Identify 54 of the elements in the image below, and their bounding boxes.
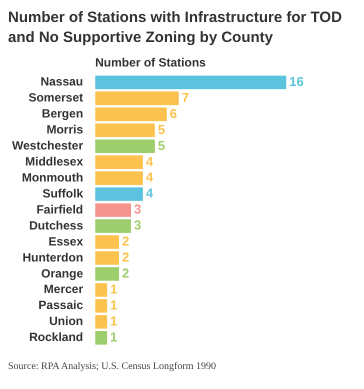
y-tick-label: Fairfield (36, 202, 84, 216)
data-label: 1 (110, 313, 118, 328)
data-label: 4 (146, 170, 154, 185)
bar (95, 203, 131, 217)
bar (95, 235, 120, 249)
y-tick-label: Mercer (44, 282, 84, 296)
data-label: 7 (182, 90, 189, 105)
chart-title: Number of Stations with Infrastructure for TOD and No Supportive Zoning by County (8, 8, 343, 48)
y-tick-label: Union (49, 314, 84, 328)
bar (95, 171, 143, 185)
bar (95, 108, 167, 122)
bar (95, 92, 179, 106)
bar (95, 251, 120, 265)
data-label: 6 (170, 106, 178, 121)
y-tick-label: Nassau (40, 74, 84, 89)
data-label: 2 (122, 266, 130, 281)
data-label: 1 (110, 329, 118, 344)
bar (95, 299, 108, 313)
data-label: 1 (110, 297, 118, 312)
bar (95, 123, 155, 138)
y-tick-label: Bergen (42, 106, 84, 121)
bar (95, 187, 143, 201)
data-label: 2 (122, 250, 130, 265)
data-label: 5 (158, 138, 166, 153)
bar (95, 267, 120, 281)
bar (95, 283, 108, 297)
data-label: 4 (146, 154, 154, 169)
y-tick-label: Somerset (28, 90, 84, 105)
data-label: 3 (134, 218, 142, 233)
y-tick-label: Dutchess (29, 218, 84, 232)
y-tick-label: Passaic (38, 298, 84, 312)
y-tick-label: Middlesex (25, 154, 84, 169)
data-label: 1 (110, 282, 118, 296)
data-label: 4 (146, 186, 154, 201)
y-tick-label: Hunterdon (22, 250, 84, 264)
data-label: 2 (122, 234, 130, 249)
bar (95, 155, 143, 169)
x-axis-title: Number of Stations (95, 56, 206, 70)
bar (95, 76, 286, 90)
bar (95, 219, 131, 233)
y-tick-label: Morris (46, 122, 84, 137)
y-tick-label: Orange (41, 266, 84, 280)
data-label: 3 (134, 202, 142, 217)
source-note: Source: RPA Analysis; U.S. Census Longform 1990 (8, 361, 217, 372)
y-tick-label: Westchester (12, 138, 84, 153)
bar (95, 315, 108, 329)
bar (95, 139, 155, 154)
y-tick-label: Monmouth (22, 170, 84, 184)
y-tick-label: Suffolk (42, 186, 84, 200)
y-tick-label: Rockland (29, 330, 84, 344)
data-label: 16 (289, 74, 304, 89)
data-label: 5 (158, 122, 166, 137)
bar (95, 331, 108, 345)
y-tick-label: Essex (48, 234, 84, 248)
